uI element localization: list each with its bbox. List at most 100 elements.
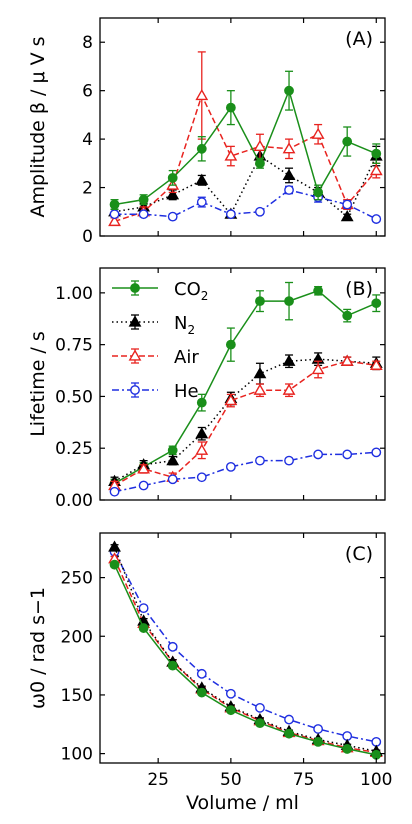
data-point [167,172,178,183]
legend-marker [130,283,140,293]
data-point [109,199,120,210]
x-axis-label: Volume / ml [186,792,299,814]
panel-label: (C) [345,543,373,565]
data-point [371,447,382,458]
data-point [255,158,265,169]
panel-1: 0.000.250.500.751.00 (B)Lifetime / sCO2N2… [27,267,386,511]
data-point [371,749,382,760]
y-tick-label: 1.00 [55,284,93,304]
y-tick-label: 6 [82,82,93,102]
data-point [224,149,238,161]
series-line-he [114,451,377,493]
data-point [225,705,236,716]
data-point [167,660,178,671]
plot-frame [99,267,386,501]
series-line-n2 [113,546,377,753]
y-tick-label: 0.50 [55,387,93,407]
x-tick-label: 25 [147,770,169,790]
series-he [109,546,382,747]
series-n2 [108,145,383,222]
data-point [253,383,267,395]
series-line-air [114,360,377,487]
data-point [313,187,324,198]
data-point [282,383,296,395]
data-point [340,210,354,222]
data-point [371,148,382,159]
data-point [313,736,324,747]
data-point [342,136,353,147]
series-line-n2 [114,358,377,483]
legend-label-subscript: 2 [187,323,195,337]
series-n2 [108,540,383,756]
legend-marker [128,349,142,361]
data-point [313,724,324,734]
y-axis-label: Amplitude β / μ V s [27,36,49,217]
data-point [167,474,178,485]
data-point [284,296,294,307]
legend-label-subscript: 2 [201,289,209,303]
data-point [282,354,296,366]
plot-frame [99,17,386,237]
data-point [195,427,209,439]
series-air [108,51,383,227]
series-line-air [113,558,377,754]
legend-label-name: He [174,381,199,402]
legend-label-name: Air [174,347,199,368]
data-point [138,480,149,491]
legend-label: He [174,381,199,402]
series-line-co2 [113,564,377,756]
data-point [255,718,265,729]
series-line-co2 [114,88,377,206]
legend-label-name: N [174,313,187,334]
data-point [284,714,294,725]
y-tick-label: 250 [61,569,93,589]
y-tick-label: 0.75 [55,336,93,356]
legend-label: Air [174,347,199,368]
data-point [109,486,120,497]
data-point [109,209,120,220]
data-point [342,199,353,210]
series-co2 [109,559,382,760]
data-point [313,449,324,460]
series-air [108,354,383,491]
data-point [253,367,267,379]
data-point [313,285,324,296]
legend-item-air: Air [112,347,199,368]
data-point [195,443,209,455]
panel-label: (A) [345,28,373,50]
panel-2: 25 50 75 100 100 150 200 250 (C) ω0 / rad s−1 Volu… [27,532,393,814]
plot-frame [99,532,386,764]
data-point [138,603,149,614]
y-tick-label: 200 [61,627,93,647]
legend-label: CO2 [174,279,208,303]
data-point [109,559,120,570]
series-n2 [108,352,383,487]
data-point [196,687,207,698]
data-point [195,88,209,101]
data-point [138,209,149,220]
series-co2 [109,70,382,211]
data-point [369,163,383,176]
data-point [108,540,121,552]
series-line-n2 [114,154,377,218]
data-point [369,358,383,370]
data-point [284,185,294,195]
data-point [225,102,236,113]
legend-marker [128,315,142,327]
x-tick-label: 75 [293,770,315,790]
series-line-he [114,189,377,220]
data-point [371,298,382,309]
data-point [342,310,353,321]
series-he [109,447,382,497]
y-tick-label: 2 [82,179,93,199]
data-point [342,744,353,754]
panel-label: (B) [345,278,373,300]
data-point [255,455,265,466]
series-group-0 [108,51,383,227]
data-point [138,623,149,633]
data-point [282,142,296,154]
series-co2 [109,281,382,489]
y-tick-label: 0.25 [55,439,93,459]
series-group-2 [108,540,383,760]
